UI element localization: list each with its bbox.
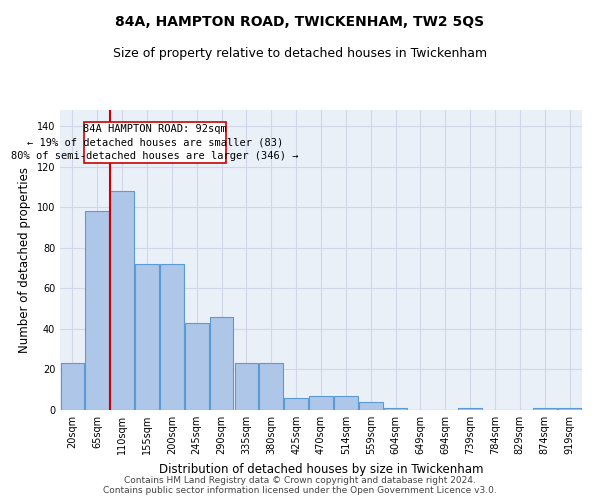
Text: Contains HM Land Registry data © Crown copyright and database right 2024.
Contai: Contains HM Land Registry data © Crown c… (103, 476, 497, 495)
Bar (384, 408, 407, 410)
Bar (235, 364, 258, 410)
FancyBboxPatch shape (85, 122, 226, 162)
Bar (458, 408, 482, 410)
Bar (309, 396, 333, 410)
Bar (533, 408, 557, 410)
Text: 84A HAMPTON ROAD: 92sqm: 84A HAMPTON ROAD: 92sqm (83, 124, 227, 134)
Bar (359, 402, 383, 410)
Bar (185, 323, 209, 410)
Bar (160, 264, 184, 410)
Text: 80% of semi-detached houses are larger (346) →: 80% of semi-detached houses are larger (… (11, 151, 299, 161)
Y-axis label: Number of detached properties: Number of detached properties (18, 167, 31, 353)
Bar (61, 364, 84, 410)
Bar (284, 398, 308, 410)
Bar (259, 364, 283, 410)
Bar (210, 317, 233, 410)
X-axis label: Distribution of detached houses by size in Twickenham: Distribution of detached houses by size … (159, 462, 483, 475)
Bar (110, 191, 134, 410)
Text: ← 19% of detached houses are smaller (83): ← 19% of detached houses are smaller (83… (27, 138, 283, 147)
Text: 84A, HAMPTON ROAD, TWICKENHAM, TW2 5QS: 84A, HAMPTON ROAD, TWICKENHAM, TW2 5QS (115, 15, 485, 29)
Bar (85, 212, 109, 410)
Bar (558, 408, 581, 410)
Text: Size of property relative to detached houses in Twickenham: Size of property relative to detached ho… (113, 48, 487, 60)
Bar (334, 396, 358, 410)
Bar (135, 264, 159, 410)
